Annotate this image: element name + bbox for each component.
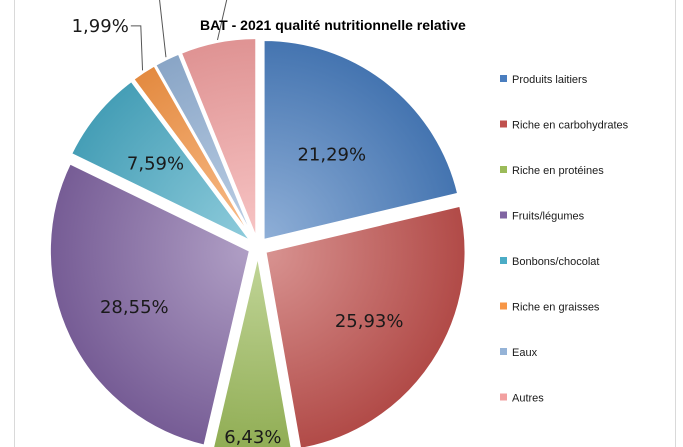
data-label-riche-en-graisses: 1,99%: [72, 16, 129, 37]
leader-lines: [130, 0, 228, 71]
pie-slice-produits-laitiers: [262, 38, 460, 242]
pie-slice-autres: [179, 37, 258, 239]
leader-line-riche-en-graisses: [130, 25, 144, 71]
legend-label-produits-laitiers: Produits laitiers: [512, 74, 588, 86]
legend-swatch-eaux: [500, 348, 507, 355]
legend-swatch-fruits-legumes: [500, 211, 507, 219]
pie-slice-eaux: [153, 52, 256, 240]
legend-swatch-produits-laitiers: [500, 75, 507, 82]
pie-slice-riche-en-graisses: [131, 64, 254, 241]
data-label-riche-en-proteines: 6,43%: [224, 427, 281, 447]
chart-title: BAT - 2021 qualité nutritionnelle relati…: [200, 17, 466, 33]
legend-label-autres: Autres: [512, 393, 544, 405]
data-label-riche-en-carbohydrates: 25,93%: [335, 311, 404, 332]
legend-label-eaux: Eaux: [512, 347, 538, 359]
leader-line-autres: [216, 0, 228, 41]
pie-slice-bonbons-chocolat: [69, 79, 252, 243]
legend: Produits laitiers Riche en carbohydrates R…: [500, 74, 629, 405]
pie-slice-fruits-legumes: [48, 162, 252, 447]
leader-line-eaux: [159, 0, 167, 58]
legend-label-fruits-legumes: Fruits/légumes: [512, 211, 585, 223]
legend-label-bonbons-chocolat: Bonbons/chocolat: [512, 256, 599, 268]
data-label-fruits-legumes: 28,55%: [100, 297, 169, 318]
legend-swatch-riche-en-carbohydrates: [500, 120, 507, 128]
pie-slice-riche-en-proteines: [212, 255, 293, 447]
legend-swatch-riche-en-graisses: [500, 302, 507, 310]
data-labels: 21,29%25,93%6,43%28,55%7,59%1,99%2,07%6,…: [72, 16, 404, 447]
data-label-bonbons-chocolat: 7,59%: [127, 153, 184, 174]
legend-swatch-autres: [500, 393, 507, 401]
legend-label-riche-en-proteines: Riche en protéines: [512, 165, 604, 177]
legend-swatch-riche-en-proteines: [500, 166, 507, 173]
legend-label-riche-en-carbohydrates: Riche en carbohydrates: [512, 120, 629, 132]
pie-slice-riche-en-carbohydrates: [264, 204, 467, 447]
legend-label-riche-en-graisses: Riche en graisses: [512, 302, 600, 314]
data-label-produits-laitiers: 21,29%: [297, 145, 366, 166]
legend-swatch-bonbons-chocolat: [500, 257, 507, 264]
pie-slices: [48, 37, 467, 447]
